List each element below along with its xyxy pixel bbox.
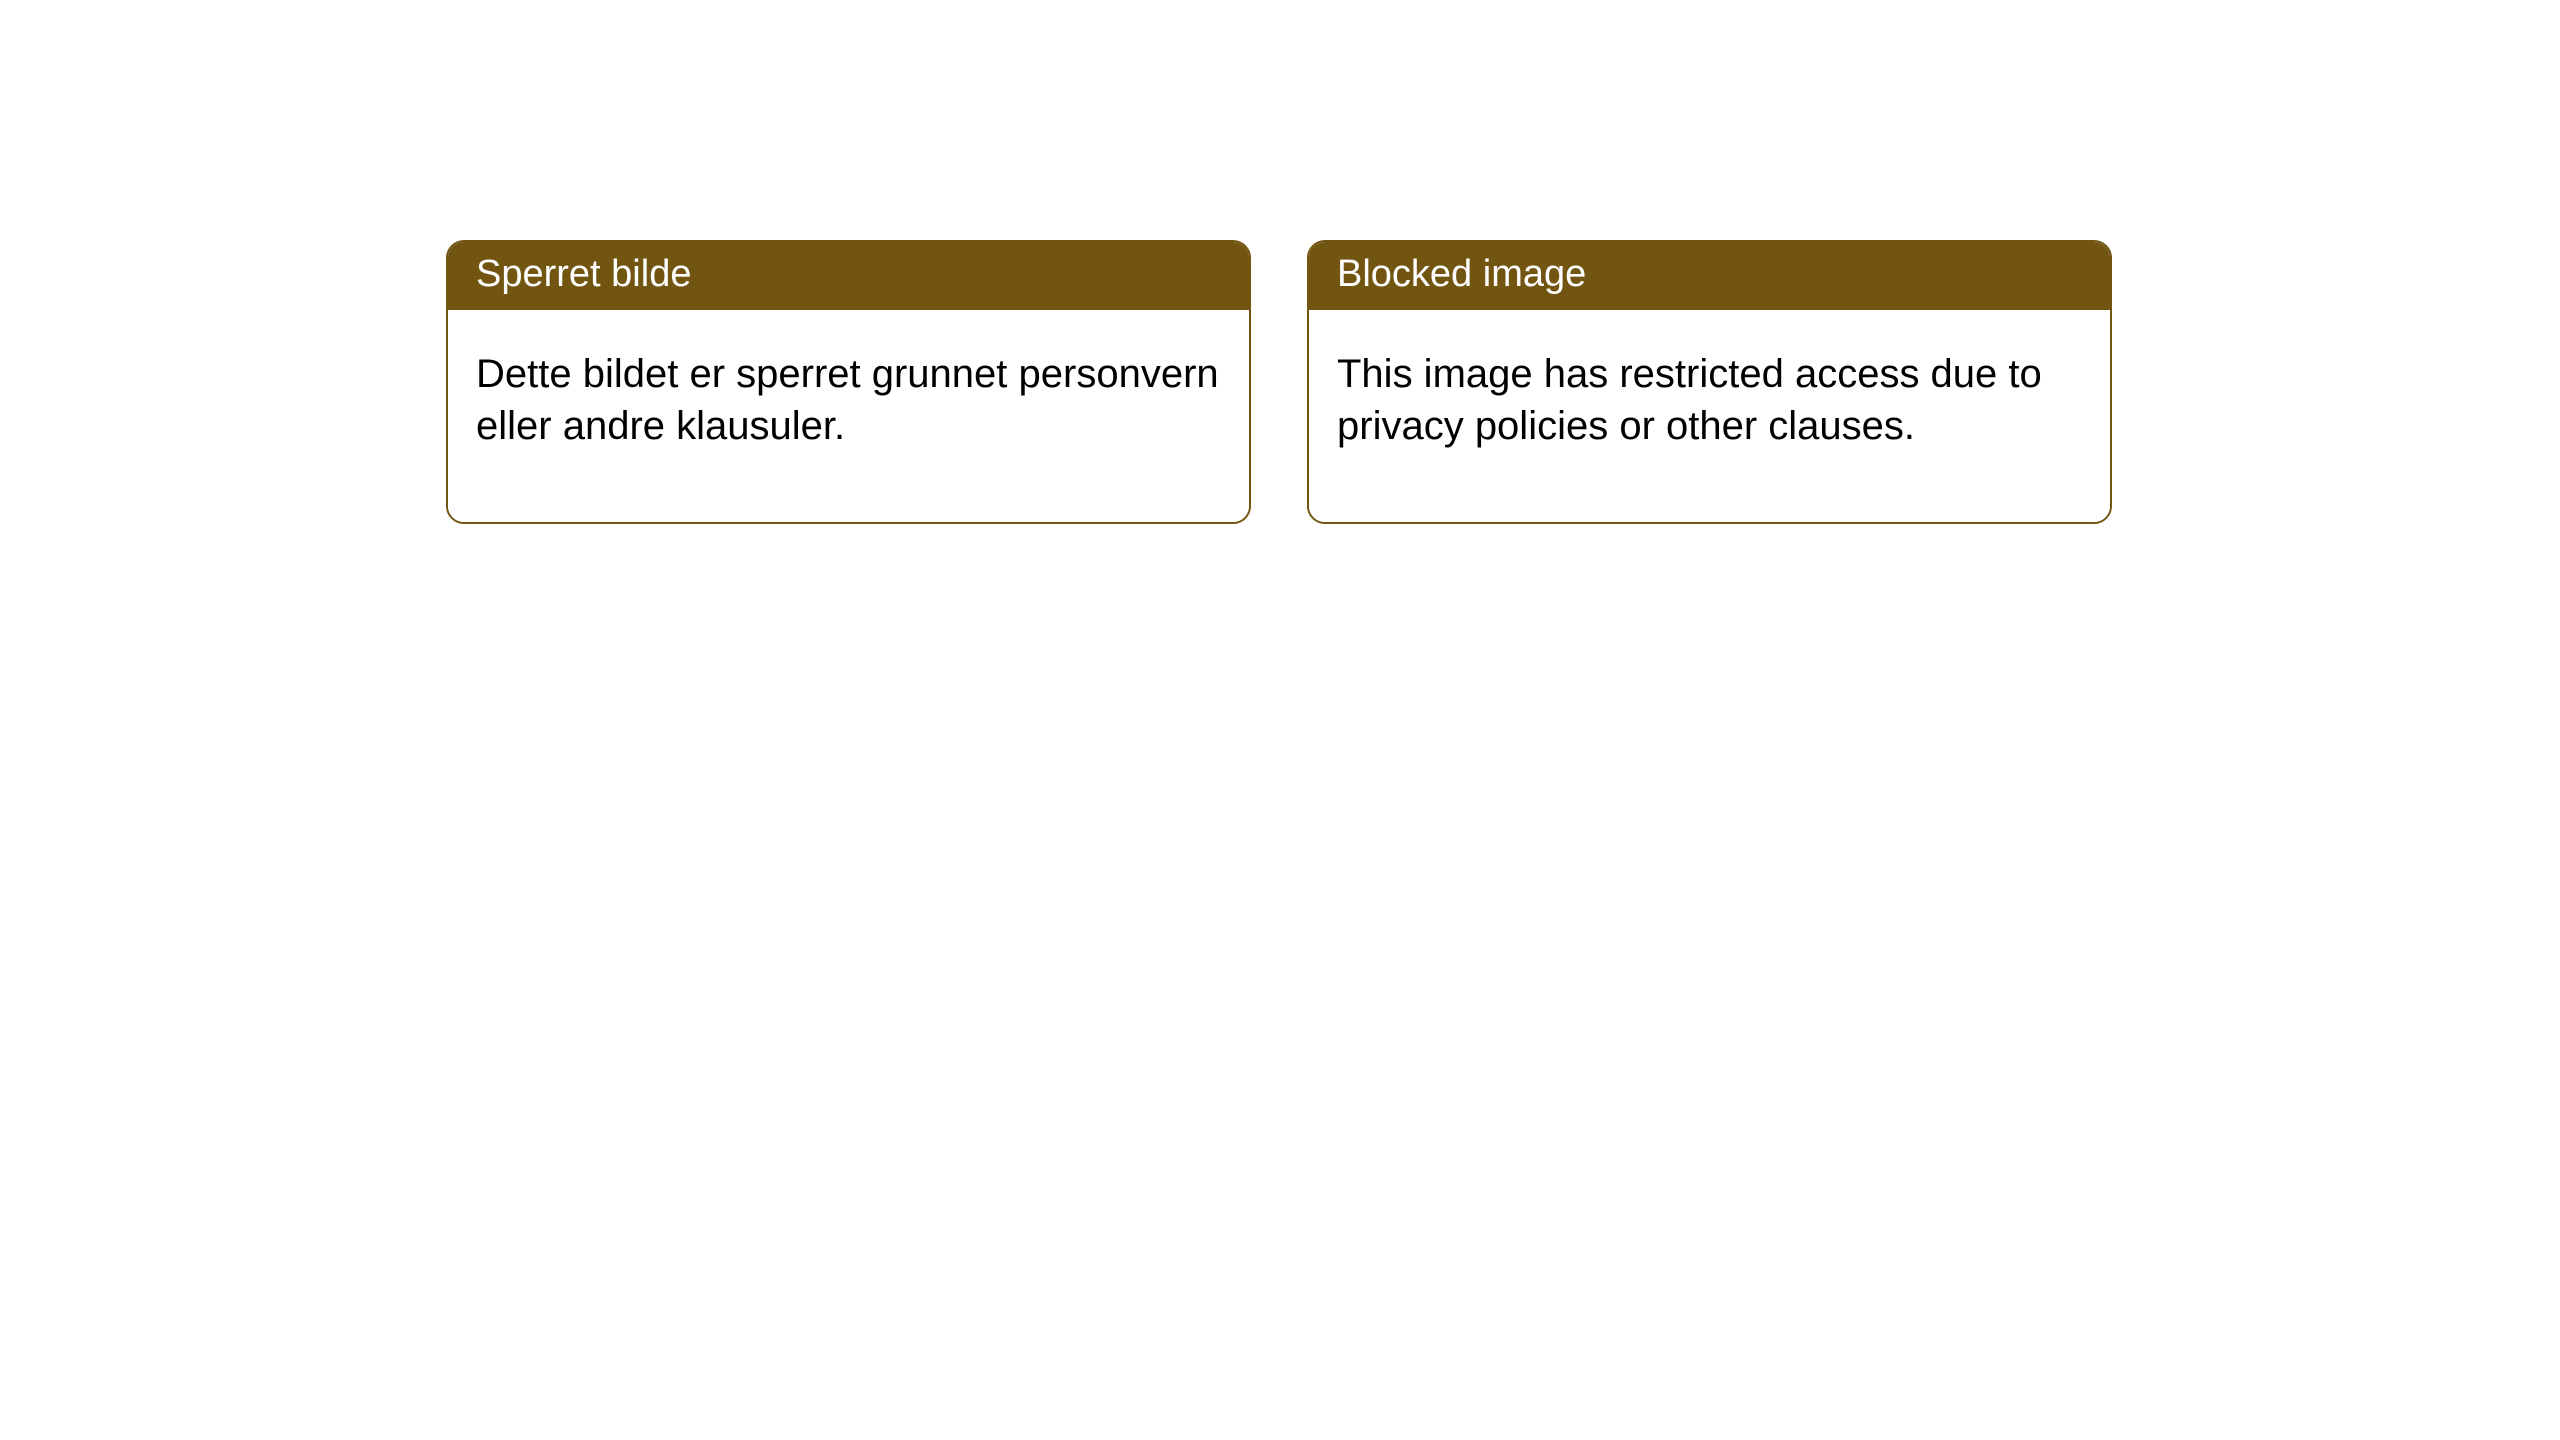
notice-body-norwegian: Dette bildet er sperret grunnet personve… bbox=[448, 310, 1249, 522]
notice-title-english: Blocked image bbox=[1309, 242, 2110, 310]
notice-title-norwegian: Sperret bilde bbox=[448, 242, 1249, 310]
notice-box-norwegian: Sperret bilde Dette bildet er sperret gr… bbox=[446, 240, 1251, 524]
notices-container: Sperret bilde Dette bildet er sperret gr… bbox=[0, 0, 2560, 524]
notice-body-english: This image has restricted access due to … bbox=[1309, 310, 2110, 522]
notice-box-english: Blocked image This image has restricted … bbox=[1307, 240, 2112, 524]
